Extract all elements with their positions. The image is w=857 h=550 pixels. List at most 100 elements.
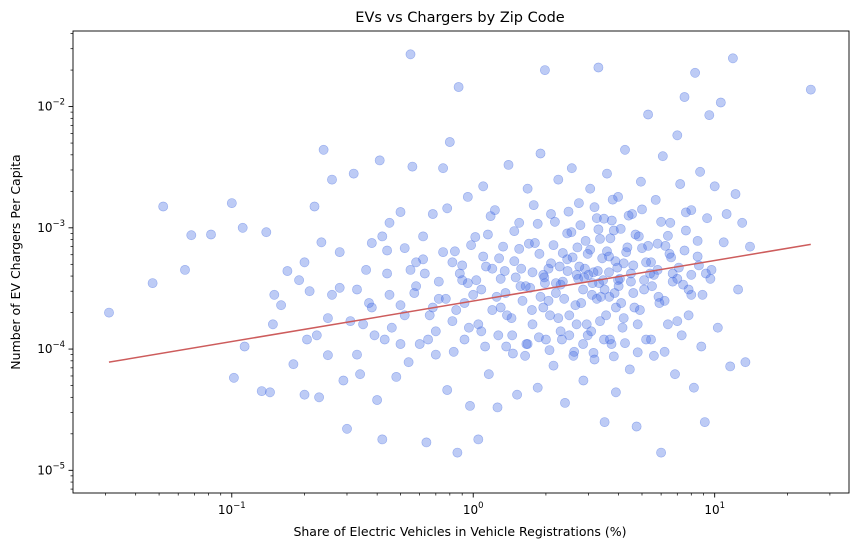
data-point xyxy=(629,302,640,313)
data-point xyxy=(587,289,597,300)
data-point xyxy=(276,300,286,311)
data-point xyxy=(586,326,597,337)
data-point xyxy=(643,109,653,120)
data-point xyxy=(517,295,528,306)
data-point xyxy=(568,350,579,361)
data-point xyxy=(681,207,691,218)
data-point xyxy=(596,291,606,302)
data-point xyxy=(462,278,473,288)
data-point xyxy=(265,387,275,398)
data-point xyxy=(206,229,216,240)
data-point xyxy=(540,278,550,288)
data-point xyxy=(186,230,197,241)
data-point xyxy=(366,302,377,313)
data-point xyxy=(643,240,653,251)
data-point xyxy=(656,447,666,458)
data-point xyxy=(559,293,570,304)
data-point xyxy=(338,375,349,386)
data-point xyxy=(578,284,588,295)
data-point xyxy=(369,330,380,341)
data-point xyxy=(521,339,532,349)
data-point xyxy=(686,205,697,215)
data-point xyxy=(637,243,647,253)
data-point xyxy=(544,345,555,355)
data-point xyxy=(737,217,748,228)
data-point xyxy=(621,247,632,257)
data-point xyxy=(535,291,546,302)
data-point xyxy=(554,261,565,272)
data-point xyxy=(574,198,584,208)
data-point xyxy=(364,298,374,308)
data-point xyxy=(512,389,522,400)
data-point xyxy=(580,235,591,246)
data-point xyxy=(612,262,623,273)
data-point xyxy=(546,209,556,219)
data-point xyxy=(683,310,694,321)
data-point xyxy=(728,53,738,64)
x-axis-label: Share of Electric Vehicles in Vehicle Re… xyxy=(293,524,626,539)
data-point xyxy=(476,284,487,295)
data-point xyxy=(314,392,324,403)
data-point xyxy=(508,348,518,359)
x-tick-label: 100 xyxy=(463,501,484,517)
data-point xyxy=(672,273,683,284)
data-point xyxy=(560,397,570,408)
data-point xyxy=(571,269,582,280)
data-point xyxy=(534,248,545,259)
data-point xyxy=(482,229,493,240)
data-point xyxy=(604,267,614,278)
x-tick-label: 101 xyxy=(704,501,725,517)
data-point xyxy=(454,268,465,279)
data-point xyxy=(421,437,432,448)
data-point xyxy=(628,288,639,298)
data-point xyxy=(626,276,636,287)
data-point xyxy=(522,339,533,349)
data-point xyxy=(615,223,626,234)
data-point xyxy=(237,222,248,233)
data-point xyxy=(564,310,575,321)
data-point xyxy=(409,288,420,298)
data-point xyxy=(433,293,444,304)
data-point xyxy=(532,218,543,229)
data-point xyxy=(498,241,508,252)
data-point xyxy=(226,198,237,208)
data-point xyxy=(656,216,666,227)
data-point xyxy=(605,334,615,345)
data-point xyxy=(447,257,458,268)
data-point xyxy=(618,258,629,269)
data-point xyxy=(681,225,691,236)
data-point xyxy=(480,341,490,352)
data-point xyxy=(386,322,397,333)
data-point xyxy=(302,334,312,345)
data-point xyxy=(530,238,540,248)
data-point xyxy=(379,334,390,345)
data-point xyxy=(411,281,421,292)
data-point xyxy=(675,179,686,189)
data-point xyxy=(361,264,371,275)
data-point xyxy=(639,284,649,295)
data-point xyxy=(501,341,512,352)
data-point xyxy=(528,200,539,210)
data-point xyxy=(630,229,641,240)
data-point xyxy=(355,369,365,380)
data-point xyxy=(377,231,388,242)
data-point xyxy=(444,137,455,147)
data-point xyxy=(538,302,549,313)
data-point xyxy=(664,248,675,259)
data-point xyxy=(718,237,729,248)
data-point xyxy=(294,275,304,286)
data-point xyxy=(557,334,567,345)
data-point xyxy=(427,209,438,219)
data-point xyxy=(572,242,583,253)
data-point xyxy=(623,210,634,221)
data-point xyxy=(509,256,520,267)
data-point xyxy=(550,216,560,227)
data-point xyxy=(405,264,416,275)
data-point xyxy=(334,247,345,257)
data-point xyxy=(576,298,587,308)
data-point xyxy=(462,191,473,202)
data-point xyxy=(487,263,498,274)
data-point xyxy=(672,316,683,326)
data-point xyxy=(473,434,484,445)
data-point xyxy=(481,261,491,272)
